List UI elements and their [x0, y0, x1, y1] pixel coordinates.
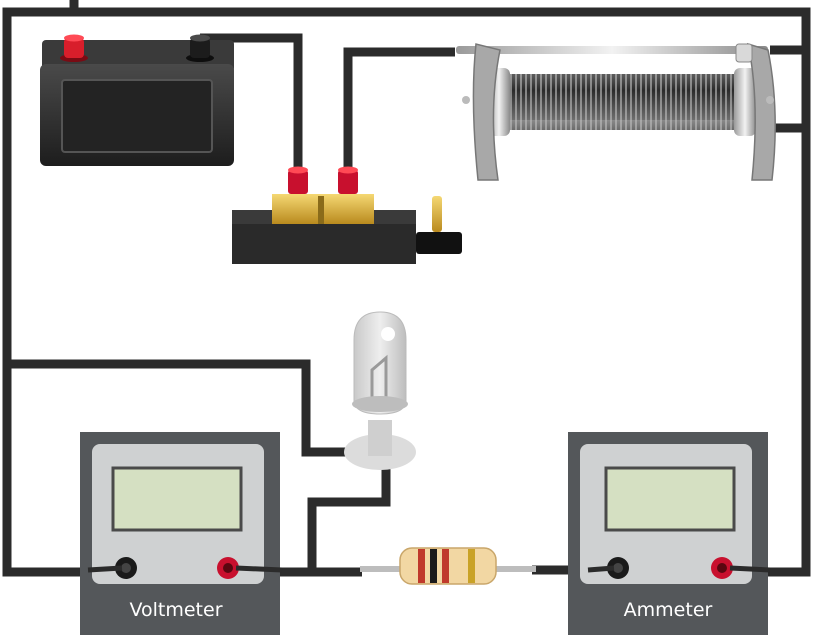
ammeter-screen — [604, 466, 736, 532]
battery-positive-terminal[interactable] — [60, 34, 88, 63]
resistor-bands — [418, 549, 475, 583]
resistor-band-3 — [442, 549, 449, 583]
lamp-filament — [370, 354, 388, 404]
voltmeter-positive-terminal[interactable] — [217, 557, 239, 579]
rheostat-stand-left — [472, 43, 501, 181]
switch-terminal-right[interactable] — [338, 166, 358, 195]
battery — [40, 34, 234, 166]
rheostat-end-right — [734, 68, 756, 136]
resistor-band-1 — [418, 549, 425, 583]
rheostat-stand-right — [747, 42, 776, 181]
battery-panel — [61, 79, 213, 153]
wire-switch-to-rheostat — [343, 47, 455, 176]
ammeter: Ammeter — [568, 432, 768, 635]
voltmeter-negative-terminal[interactable] — [115, 557, 137, 579]
switch[interactable] — [232, 166, 462, 265]
rheostat — [456, 42, 776, 181]
rheostat-rail — [456, 46, 768, 54]
ammeter-negative-terminal[interactable] — [607, 557, 629, 579]
resistor-lead-left — [360, 566, 404, 572]
resistor-band-2 — [430, 549, 437, 583]
voltmeter-screen — [111, 466, 243, 532]
voltmeter-label: Voltmeter — [129, 599, 222, 621]
voltmeter: Voltmeter — [80, 432, 280, 635]
resistor-band-4 — [468, 549, 475, 583]
resistor-lead-right — [492, 566, 536, 572]
wire-left-to-lamp — [7, 359, 372, 457]
lamp — [344, 311, 416, 470]
rheostat-slider[interactable] — [735, 43, 753, 63]
switch-terminal-left[interactable] — [288, 166, 308, 195]
wire-voltmeter-to-lamp — [280, 462, 391, 577]
ammeter-positive-terminal[interactable] — [711, 557, 733, 579]
battery-negative-terminal[interactable] — [186, 34, 214, 63]
ammeter-label: Ammeter — [624, 599, 713, 621]
wire-battery-neg-to-switch — [200, 33, 303, 176]
rheostat-coil — [506, 74, 738, 130]
resistor — [360, 547, 536, 585]
switch-knob[interactable] — [416, 196, 462, 254]
